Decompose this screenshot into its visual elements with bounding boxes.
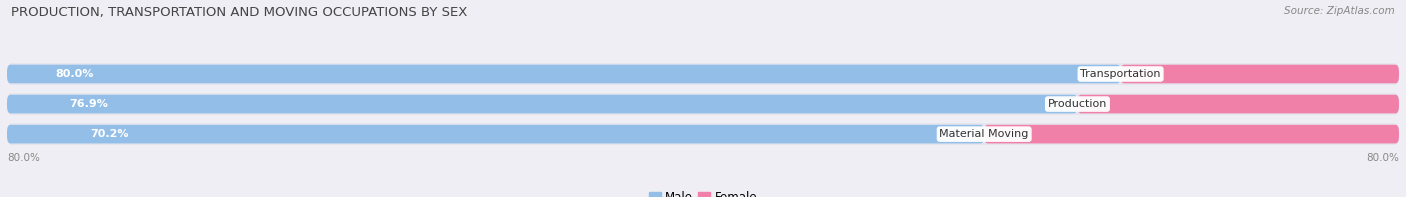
Text: 76.9%: 76.9%	[70, 99, 108, 109]
FancyBboxPatch shape	[7, 63, 1399, 85]
Text: Transportation: Transportation	[1080, 69, 1161, 79]
Text: 80.0%: 80.0%	[7, 153, 39, 163]
FancyBboxPatch shape	[1121, 65, 1399, 83]
Text: 70.2%: 70.2%	[90, 129, 129, 139]
FancyBboxPatch shape	[1077, 95, 1399, 113]
FancyBboxPatch shape	[7, 65, 1121, 83]
FancyBboxPatch shape	[7, 125, 984, 143]
FancyBboxPatch shape	[984, 125, 1399, 143]
FancyBboxPatch shape	[7, 95, 1077, 113]
Legend: Male, Female: Male, Female	[644, 186, 762, 197]
FancyBboxPatch shape	[7, 93, 1399, 115]
Text: Production: Production	[1047, 99, 1107, 109]
Text: PRODUCTION, TRANSPORTATION AND MOVING OCCUPATIONS BY SEX: PRODUCTION, TRANSPORTATION AND MOVING OC…	[11, 6, 468, 19]
Text: 80.0%: 80.0%	[56, 69, 94, 79]
Text: 80.0%: 80.0%	[1367, 153, 1399, 163]
Text: Material Moving: Material Moving	[939, 129, 1029, 139]
FancyBboxPatch shape	[7, 123, 1399, 145]
Text: Source: ZipAtlas.com: Source: ZipAtlas.com	[1284, 6, 1395, 16]
